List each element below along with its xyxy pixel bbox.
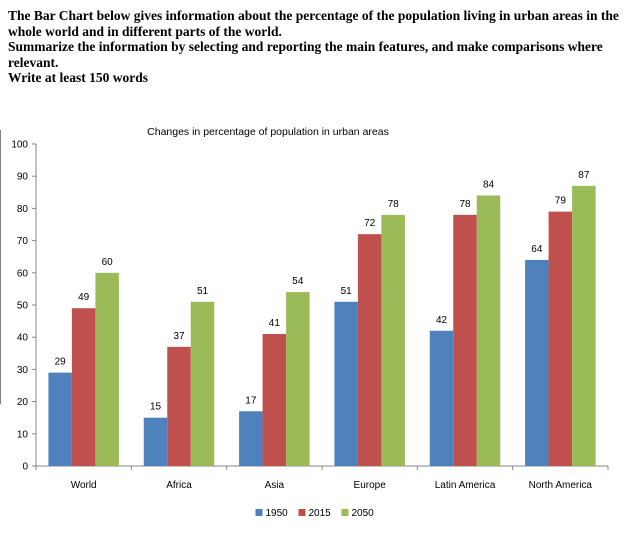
data-label: 60: [102, 257, 114, 268]
bar-1950-5: [525, 259, 549, 466]
legend-swatch-1950: [255, 509, 263, 516]
data-label: 79: [555, 196, 567, 207]
data-labels-group: 29 15 17 51 42 64 49 37 41 72 78 79 60 51 54 78 84 87: [55, 170, 590, 413]
legend-label-2050: 2050: [352, 508, 375, 519]
bar-1950-4: [429, 330, 454, 466]
data-label: 51: [197, 286, 209, 297]
legend: 1950 2015 2050: [255, 508, 375, 519]
y-tick-label: 50: [17, 301, 29, 312]
prompt-line-3: Write at least 150 words: [8, 70, 148, 85]
bar-2015-4: [453, 214, 477, 466]
bar-2015-5: [548, 211, 573, 466]
bar-1950-0: [48, 372, 72, 466]
data-label: 84: [483, 180, 495, 191]
bar-2050-3: [381, 214, 405, 466]
x-category-label: Asia: [265, 480, 285, 491]
y-tick-label: 30: [17, 365, 29, 376]
data-label: 29: [55, 357, 67, 368]
data-label: 72: [364, 218, 376, 229]
y-tick-label: 70: [17, 236, 29, 247]
data-label: 78: [459, 199, 471, 210]
y-axis: 0 10 20 30 40 50 60 70 80 90 100: [11, 140, 37, 473]
bar-2015-3: [357, 234, 382, 466]
y-tick-label: 100: [11, 140, 28, 151]
x-category-label: Africa: [166, 480, 192, 491]
prompt-line-1: The Bar Chart below gives information ab…: [8, 8, 619, 39]
legend-swatch-2015: [298, 509, 306, 516]
y-tick-label: 20: [17, 397, 29, 408]
data-label: 42: [436, 315, 448, 326]
data-label: 49: [78, 292, 90, 303]
legend-swatch-2050: [341, 509, 349, 516]
x-category-label: North America: [529, 480, 593, 491]
bar-chart: Changes in percentage of population in u…: [0, 118, 640, 544]
bar-2015-1: [167, 346, 191, 466]
data-label: 15: [150, 402, 162, 413]
y-tick-label: 60: [17, 268, 29, 279]
bar-chart-svg: Changes in percentage of population in u…: [0, 126, 609, 519]
data-label: 51: [341, 286, 353, 297]
x-category-label: Latin America: [435, 480, 496, 491]
bar-2050-0: [95, 272, 119, 466]
bar-2050-2: [286, 292, 310, 466]
data-label: 41: [269, 318, 281, 329]
y-tick-label: 80: [17, 204, 29, 215]
prompt-line-2: Summarize the information by selecting a…: [8, 39, 603, 70]
chart-title: Changes in percentage of population in u…: [147, 126, 389, 138]
data-label: 54: [292, 276, 304, 287]
bar-2015-2: [262, 333, 287, 466]
bar-series-group: [48, 185, 596, 467]
bar-1950-3: [334, 301, 358, 466]
legend-label-1950: 1950: [266, 508, 289, 519]
bar-1950-1: [143, 417, 168, 466]
task-prompt: The Bar Chart below gives information ab…: [8, 8, 630, 86]
data-label: 17: [245, 395, 257, 406]
data-label: 87: [578, 170, 590, 181]
bar-2050-5: [572, 185, 596, 467]
y-tick-label: 40: [17, 333, 29, 344]
data-label: 78: [388, 199, 400, 210]
x-category-label: World: [71, 480, 97, 491]
legend-label-2015: 2015: [309, 508, 332, 519]
x-axis: World Africa Asia Europe Latin America North …: [35, 465, 609, 491]
y-tick-label: 10: [17, 429, 29, 440]
bar-2050-1: [190, 301, 215, 466]
x-category-label: Europe: [354, 480, 387, 491]
bar-1950-2: [239, 411, 263, 466]
bar-2015-0: [71, 308, 96, 466]
y-tick-label: 90: [17, 172, 29, 183]
bar-2050-4: [476, 195, 501, 466]
data-label: 64: [531, 244, 543, 255]
y-tick-label: 0: [22, 462, 28, 473]
data-label: 37: [173, 331, 185, 342]
